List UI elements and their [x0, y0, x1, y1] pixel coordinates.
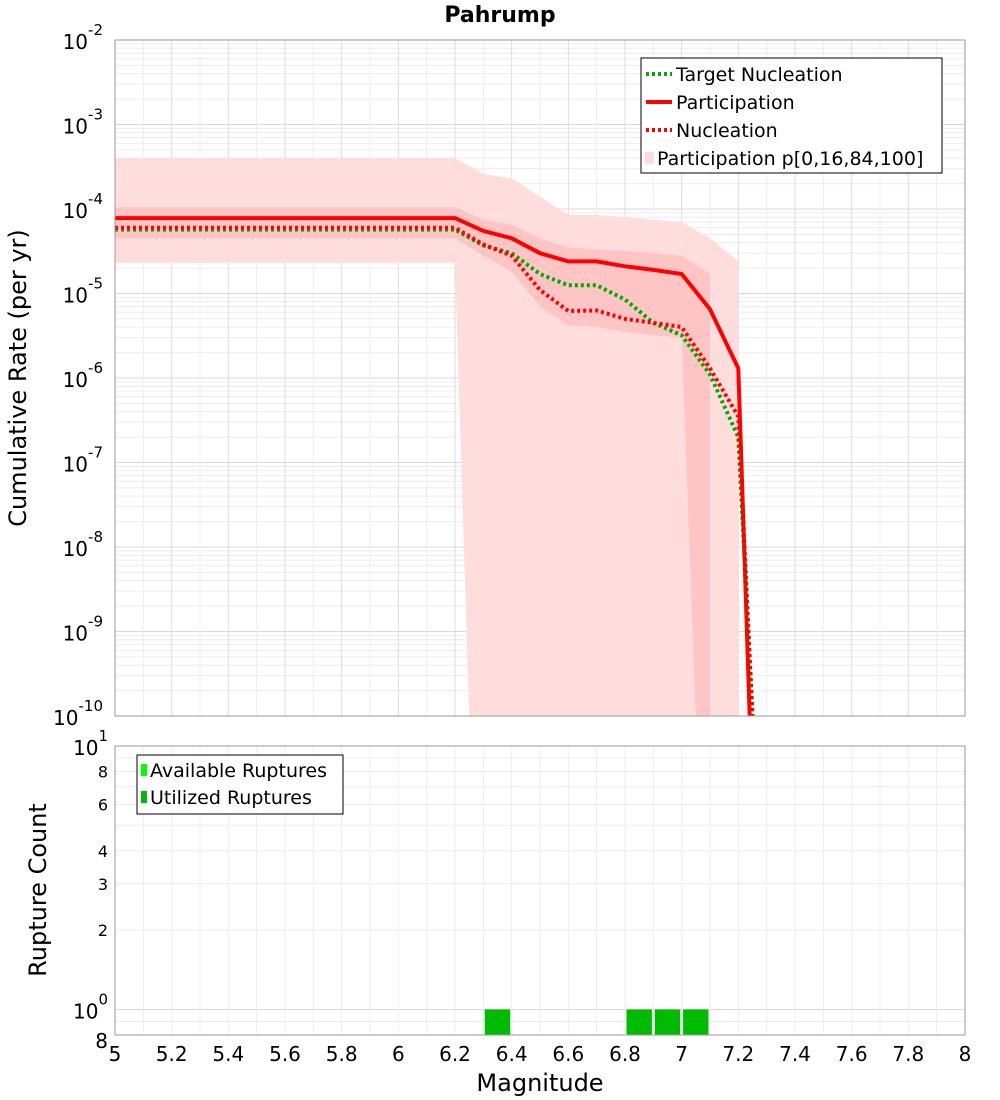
count-y-ticks: 101 8 6 4 3 2 100 8 — [73, 727, 108, 1053]
chart-title: Pahrump — [444, 3, 555, 28]
x-tick-label: 8 — [959, 1042, 972, 1066]
x-tick-label: 7.2 — [722, 1042, 754, 1066]
rate-legend-box — [640, 57, 943, 174]
x-tick-label: 6.4 — [496, 1042, 528, 1066]
rate-y-tick-label: 10-4 — [63, 190, 103, 223]
count-plot-frame — [114, 745, 966, 1036]
count-legend-box — [136, 754, 344, 815]
x-tick-label: 6.8 — [609, 1042, 641, 1066]
x-tick-label: 5 — [109, 1042, 122, 1066]
count-y-tick-label: 6 — [98, 795, 108, 814]
count-y-tick-label: 3 — [98, 875, 108, 894]
x-tick-label: 6.6 — [552, 1042, 584, 1066]
count-y-tick-label: 100 — [73, 990, 108, 1023]
x-ticks: 5 5.2 5.4 5.6 5.8 6 6.2 6.4 6.6 6.8 7 7.2 7.4 7.6 7.8 8 — [109, 1042, 972, 1066]
utilized-ruptures-bar — [683, 1009, 709, 1035]
rate-y-tick-label: 10-8 — [63, 528, 103, 561]
rate-y-tick-label: 10-3 — [63, 106, 103, 139]
legend-label: Available Ruptures — [150, 760, 327, 782]
count-y-tick-label: 4 — [98, 842, 108, 861]
utilized-ruptures-bar — [484, 1009, 511, 1035]
participation-line — [115, 216, 752, 717]
participation-band-inner — [115, 207, 710, 716]
rate-y-tick-label: 10-6 — [63, 359, 103, 392]
rate-y-ticks: 10-2 10-3 10-4 10-5 10-6 10-7 10-8 10-9 10-10 — [53, 21, 103, 730]
x-tick-label: 7.8 — [892, 1042, 924, 1066]
x-tick-label: 6.2 — [439, 1042, 471, 1066]
legend-swatch-band — [645, 152, 654, 164]
count-bars — [484, 1009, 709, 1035]
legend-label: Target Nucleation — [675, 64, 843, 86]
x-tick-label: 5.8 — [326, 1042, 358, 1066]
count-y-tick-label: 101 — [73, 727, 108, 760]
count-y-axis-label: Rupture Count — [24, 803, 52, 977]
rate-y-tick-label: 10-7 — [63, 444, 103, 477]
legend-swatch-bar — [141, 791, 147, 803]
x-tick-label: 7.4 — [779, 1042, 811, 1066]
legend-swatch-bar — [141, 764, 147, 776]
count-plot: 101 8 6 4 3 2 100 8 Available Ruptures Utilized … — [24, 727, 966, 1053]
legend-label: Participation — [676, 92, 795, 114]
x-tick-label: 5.4 — [212, 1042, 244, 1066]
legend-label: Nucleation — [676, 120, 778, 142]
utilized-ruptures-bar — [626, 1009, 652, 1035]
count-y-tick-label: 2 — [98, 921, 108, 940]
legend-label: Participation p[0,16,84,100] — [657, 148, 923, 170]
x-tick-label: 7.6 — [836, 1042, 868, 1066]
x-axis-label: Magnitude — [476, 1069, 603, 1097]
count-y-tick-label: 8 — [98, 763, 108, 782]
rate-series — [115, 216, 755, 717]
rate-y-tick-label: 10-5 — [63, 275, 103, 308]
utilized-ruptures-bar — [654, 1009, 681, 1035]
rate-plot: 10-2 10-3 10-4 10-5 10-6 10-7 10-8 10-9 10-10 Ta… — [4, 21, 966, 730]
rate-plot-frame — [114, 39, 966, 717]
x-tick-label: 7 — [675, 1042, 688, 1066]
nucleation-line — [115, 225, 755, 717]
legend-label: Utilized Ruptures — [150, 787, 312, 809]
rate-y-tick-label: 10-9 — [63, 613, 103, 646]
count-legend: Available Ruptures Utilized Ruptures — [136, 754, 344, 815]
participation-bands — [115, 158, 739, 717]
x-tick-label: 5.2 — [156, 1042, 188, 1066]
rate-y-axis-label: Cumulative Rate (per yr) — [4, 229, 32, 527]
rate-y-tick-label: 10-2 — [63, 21, 103, 54]
count-y-tick-label: 8 — [95, 1029, 108, 1053]
x-tick-label: 5.6 — [269, 1042, 301, 1066]
rate-legend: Target Nucleation Participation Nucleation… — [640, 57, 943, 174]
x-tick-label: 6 — [392, 1042, 405, 1066]
rate-y-tick-label: 10-10 — [53, 697, 103, 730]
